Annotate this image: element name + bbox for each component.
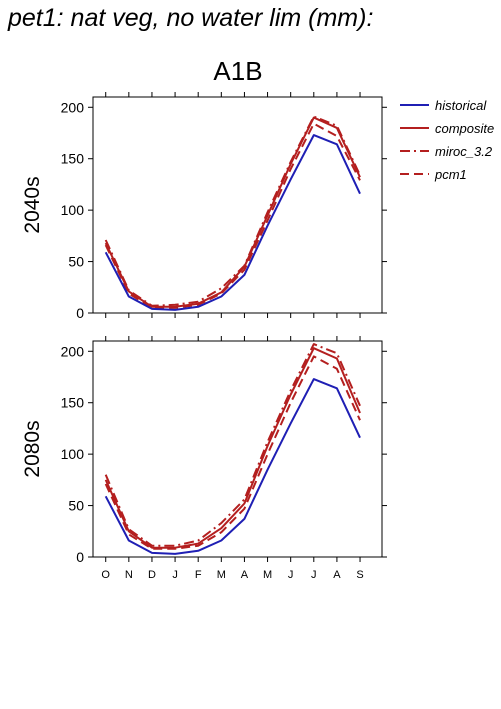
series-line-composite [104,347,361,549]
x-tick-label: D [148,569,156,581]
panel-2080s: 0 50 100 150 200 O N D J F M A M J J A S 2080s [21,336,387,581]
y-tick-label: 0 [76,305,84,321]
panel-label: 2040s [21,176,44,233]
y-tick-label: 0 [76,549,84,565]
series-line-historical [104,134,361,311]
x-tick-label: A [333,569,341,581]
x-tick-label: O [101,569,110,581]
page-title: pet1: nat veg, no water lim (mm): [8,4,374,32]
y-tick-label: 50 [68,498,84,514]
legend: historical composite miroc_3.2 pcm1 [400,98,494,182]
panel-2040s: 0 50 100 150 200 2040s [21,92,387,321]
x-tick-label: A [241,569,249,581]
series-line-historical [104,378,361,555]
x-tick-label: J [172,569,178,581]
x-tick-label: J [311,569,317,581]
legend-label-miroc_3.2: miroc_3.2 [435,144,493,159]
x-tick-label: N [125,569,133,581]
x-tick-label: M [263,569,272,581]
y-tick-label: 50 [68,254,84,270]
x-tick-label: M [217,569,226,581]
y-tick-label: 100 [61,202,85,218]
y-tick-label: 200 [61,99,85,115]
series-line-pcm1 [104,122,361,309]
x-tick-label: J [288,569,294,581]
series-line-composite [104,116,361,308]
panels-layer: 0 50 100 150 200 2040s 0 50 100 150 200 O N D J F M A M J J A… [21,92,387,581]
legend-label-pcm1: pcm1 [434,167,467,182]
legend-label-historical: historical [435,98,487,113]
series-line-miroc_3.2 [104,343,361,547]
y-tick-label: 100 [61,446,85,462]
series-line-miroc_3.2 [104,115,361,307]
y-tick-label: 150 [61,395,85,411]
series-line-pcm1 [104,355,361,550]
plot-frame [92,340,383,558]
panel-label: 2080s [21,420,44,477]
legend-label-composite: composite [435,121,494,136]
x-tick-label: S [356,569,363,581]
y-tick-label: 150 [61,151,85,167]
scenario-title: A1B [213,56,263,86]
x-tick-label: F [195,569,202,581]
plot-frame [92,96,383,314]
y-tick-label: 200 [61,343,85,359]
